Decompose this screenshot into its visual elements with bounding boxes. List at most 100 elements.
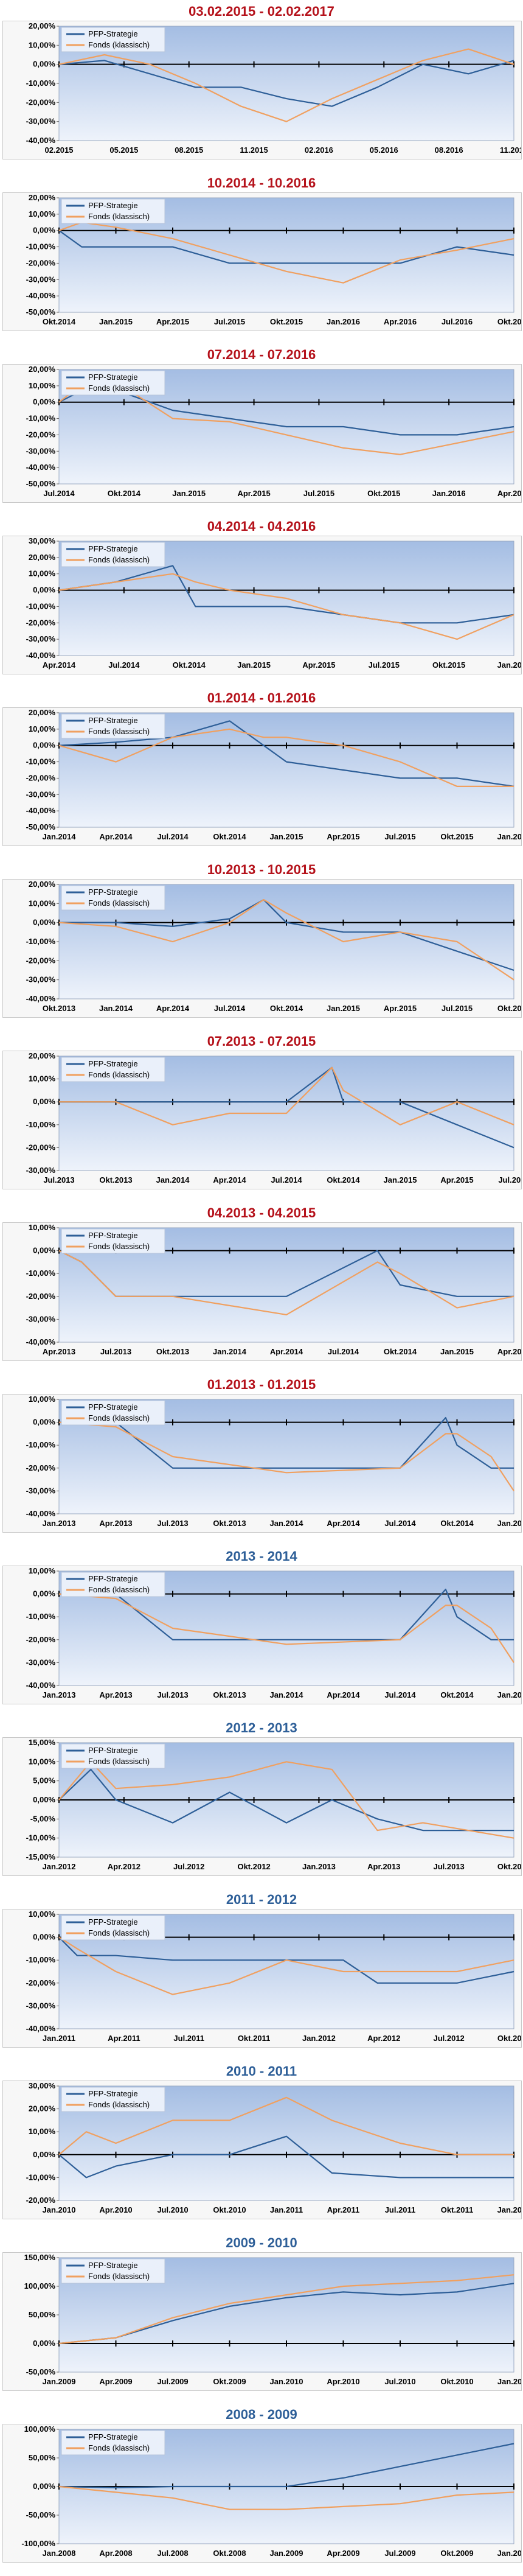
- y-tick-label: -40,00%: [26, 291, 56, 300]
- x-tick-label: Okt.2010: [213, 2205, 246, 2214]
- x-tick-label: Apr.2015: [384, 1004, 417, 1013]
- x-tick-label: Jul.2009: [384, 2549, 415, 2558]
- x-tick-label: Jan.2016: [327, 317, 360, 326]
- legend-box: [61, 2258, 165, 2284]
- legend-box: [61, 1743, 165, 1769]
- chart-panel: 01.2014 - 01.2016 20,00% 10,00% 0,00% -10,00…: [0, 687, 523, 858]
- y-tick-label: 20,00%: [29, 2104, 56, 2113]
- legend-box: [61, 2087, 165, 2112]
- legend-label-strategy: PFP-Strategie: [88, 1059, 138, 1068]
- series-line-strategy: [58, 2135, 514, 2179]
- x-tick-label: Jul.2013: [157, 1690, 188, 1699]
- chart-title: 10.2014 - 10.2016: [207, 175, 316, 191]
- y-tick-label: -10,00%: [26, 2172, 56, 2182]
- line-chart: 10,00%0,00%-10,00%-20,00%-30,00%-40,00%J…: [26, 1395, 521, 1528]
- legend-label-fund: Fonds (klassisch): [88, 1928, 150, 1937]
- y-tick-label: 20,00%: [29, 21, 56, 30]
- y-tick-label: 10,00%: [29, 569, 56, 578]
- y-tick-label: -30,00%: [26, 1314, 56, 1323]
- y-tick-label: 150,00%: [24, 2253, 56, 2262]
- legend-label-strategy: PFP-Strategie: [88, 716, 138, 725]
- x-tick-label: Jan.2010: [497, 2549, 521, 2558]
- series-line-strategy: [58, 2283, 514, 2345]
- y-tick-label: -30,00%: [26, 789, 56, 799]
- x-tick-label: Okt.2014: [43, 317, 76, 326]
- x-tick-label: Apr.2014: [270, 1347, 303, 1356]
- legend-label-fund: Fonds (klassisch): [88, 898, 150, 908]
- line-chart: 30,00%20,00%10,00%0,00%-10,00%-20,00%Jan…: [26, 2081, 521, 2214]
- legend-label-strategy: PFP-Strategie: [88, 2432, 138, 2441]
- chart-frame: 20,00% 10,00% 0,00% -10,00% -20,00% -30,00% -4…: [2, 364, 522, 503]
- legend-label-fund: Fonds (klassisch): [88, 1585, 150, 1594]
- chart-panel: 2010 - 2011 30,00% 20,00% 10,00% 0,00% -10,00…: [0, 2060, 523, 2231]
- x-tick-label: Jul.2014: [384, 1519, 416, 1528]
- chart-frame: 30,00% 20,00% 10,00% 0,00% -10,00% -20,00% Jan…: [2, 2081, 522, 2219]
- chart-frame: 20,00% 10,00% 0,00% -10,00% -20,00% -30,00% -4…: [2, 707, 522, 846]
- x-tick-label: 02.2016: [305, 145, 333, 155]
- x-tick-label: Jan.2015: [172, 489, 206, 498]
- series-line-strategy: [58, 720, 514, 787]
- y-tick-label: 0,00%: [33, 226, 55, 235]
- x-tick-label: Jan.2014: [99, 1004, 133, 1013]
- x-tick-label: Apr.2011: [327, 2205, 360, 2214]
- x-tick-label: Jul.2014: [157, 832, 189, 841]
- y-tick-label: -30,00%: [26, 117, 56, 126]
- chart-panel: 2011 - 2012 10,00% 0,00% -10,00% -20,00% -30,…: [0, 1888, 523, 2060]
- x-tick-label: Jul.2013: [43, 1175, 74, 1185]
- y-tick-label: 30,00%: [29, 2081, 56, 2090]
- x-tick-label: Okt.2015: [432, 660, 465, 670]
- legend-label-fund: Fonds (klassisch): [88, 1070, 150, 1079]
- chart-panel: 2009 - 2010 150,00% 100,00% 50,00% 0,00% -50,…: [0, 2231, 523, 2403]
- chart-title: 2010 - 2011: [226, 2063, 297, 2079]
- x-tick-label: Apr.2015: [302, 660, 335, 670]
- x-tick-label: Jul.2012: [173, 1862, 204, 1871]
- x-tick-label: Okt.2016: [497, 317, 521, 326]
- y-tick-label: 0,00%: [33, 397, 55, 407]
- y-tick-label: -50,00%: [26, 822, 56, 831]
- y-tick-label: -20,00%: [26, 618, 56, 627]
- y-tick-label: -10,00%: [26, 242, 56, 251]
- x-tick-label: Jul.2008: [157, 2549, 188, 2558]
- x-tick-label: Jul.2014: [328, 1347, 359, 1356]
- chart-frame: 10,00% 0,00% -10,00% -20,00% -30,00% -40,00% J…: [2, 1394, 522, 1533]
- y-tick-label: 0,00%: [33, 1097, 55, 1106]
- legend-box: [61, 542, 165, 567]
- y-tick-label: -20,00%: [26, 956, 56, 965]
- y-tick-label: -40,00%: [26, 1337, 56, 1346]
- y-tick-label: 0,00%: [33, 586, 55, 595]
- y-tick-label: -50,00%: [26, 2367, 56, 2376]
- legend-label-fund: Fonds (klassisch): [88, 555, 150, 564]
- y-tick-label: -10,00%: [26, 1269, 56, 1278]
- x-tick-label: Apr.2015: [440, 1175, 473, 1185]
- chart-panel: 2012 - 2013 15,00% 10,00% 5,00% 0,00% -5,00% -…: [0, 1717, 523, 1888]
- x-tick-label: Apr.2014: [327, 1519, 360, 1528]
- x-tick-label: Jan.2014: [270, 1519, 304, 1528]
- x-tick-label: 02.2015: [45, 145, 74, 155]
- x-tick-label: Jan.2010: [43, 2205, 76, 2214]
- x-tick-label: Okt.2008: [213, 2549, 246, 2558]
- y-tick-label: 100,00%: [24, 2424, 56, 2434]
- chart-panel: 10.2013 - 10.2015 20,00% 10,00% 0,00% -10,00…: [0, 858, 523, 1030]
- x-tick-label: Jan.2008: [43, 2549, 76, 2558]
- y-tick-label: -30,00%: [26, 275, 56, 284]
- legend-label-strategy: PFP-Strategie: [88, 2261, 138, 2270]
- series-line-fund: [58, 48, 514, 122]
- x-tick-label: Jul.2014: [271, 1175, 302, 1185]
- x-tick-label: Jan.2014: [270, 1690, 304, 1699]
- x-tick-label: Okt.2013: [213, 1519, 246, 1528]
- y-tick-label: 20,00%: [29, 1051, 56, 1060]
- legend-label-strategy: PFP-Strategie: [88, 887, 138, 897]
- y-tick-label: 0,00%: [33, 2482, 55, 2491]
- x-tick-label: Jan.2015: [237, 660, 271, 670]
- y-tick-label: -10,00%: [26, 1120, 56, 1129]
- x-tick-label: Jul.2015: [442, 1004, 473, 1013]
- chart-panel: 01.2013 - 01.2015 10,00% 0,00% -10,00% -20,0…: [0, 1373, 523, 1545]
- series-line-strategy: [59, 898, 514, 971]
- x-tick-label: Jan.2012: [497, 2205, 521, 2214]
- x-tick-label: Jan.2011: [43, 2034, 75, 2043]
- y-tick-label: 10,00%: [29, 1074, 56, 1083]
- x-tick-label: 08.2015: [175, 145, 203, 155]
